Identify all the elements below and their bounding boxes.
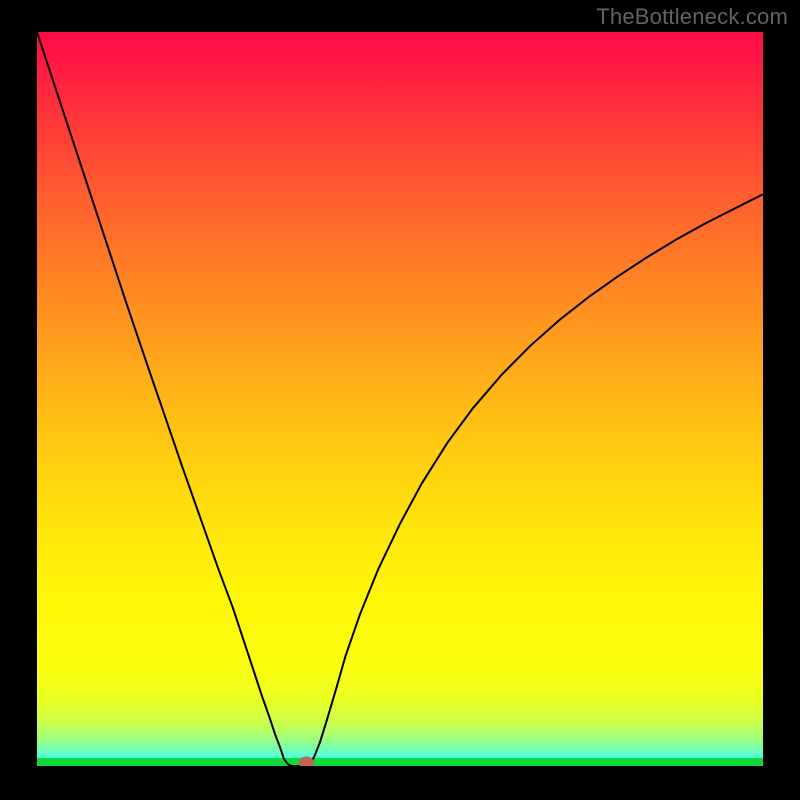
- plot-area: [37, 32, 763, 766]
- minimum-marker: [299, 756, 314, 766]
- chart-container: TheBottleneck.com: [0, 0, 800, 800]
- watermark-text: TheBottleneck.com: [596, 4, 788, 30]
- bottleneck-curve: [37, 32, 763, 766]
- plot-frame: [37, 32, 763, 766]
- curve-svg: [37, 32, 763, 766]
